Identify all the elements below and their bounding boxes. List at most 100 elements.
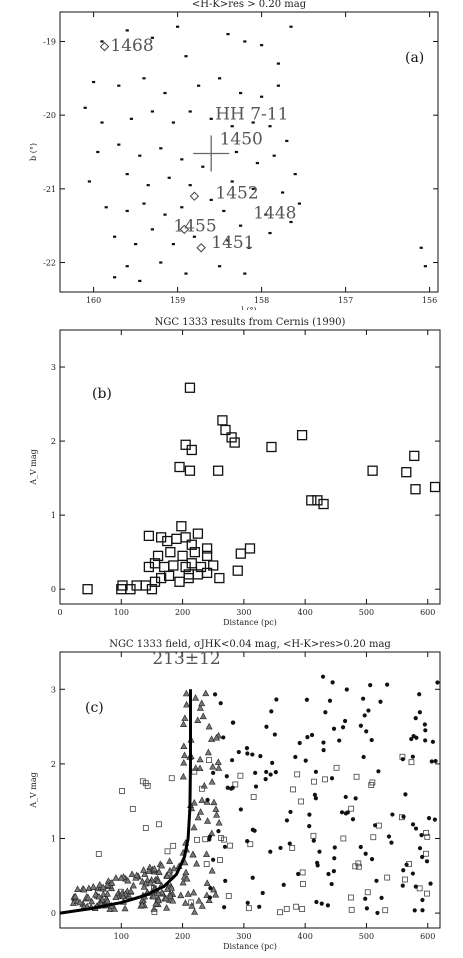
data-point — [206, 757, 212, 763]
data-point — [183, 569, 194, 580]
data-point — [310, 832, 317, 839]
annotation-label: 1448 — [253, 203, 296, 223]
data-point — [202, 836, 209, 843]
data-point — [243, 40, 247, 43]
data-point — [343, 794, 348, 800]
data-point — [163, 904, 171, 911]
data-point — [250, 752, 255, 757]
x-tick-label: 158 — [254, 296, 269, 305]
data-point — [329, 776, 335, 781]
data-point — [183, 700, 191, 708]
data-point — [229, 786, 234, 791]
y-tick-label: 0 — [51, 585, 56, 594]
data-point — [181, 714, 189, 721]
data-point — [118, 888, 124, 895]
data-point — [92, 80, 96, 84]
data-point — [100, 121, 104, 124]
data-point — [171, 121, 175, 124]
data-point — [92, 890, 100, 898]
data-point — [177, 550, 188, 562]
data-point — [213, 811, 221, 818]
data-point — [191, 908, 199, 915]
data-point — [409, 736, 414, 742]
data-point — [140, 866, 148, 873]
data-point — [163, 885, 171, 892]
data-point — [208, 735, 216, 742]
data-point — [306, 495, 317, 506]
data-point — [299, 881, 306, 887]
data-point — [244, 746, 250, 751]
plot-frame — [59, 11, 439, 293]
panel-b: NGC 1333 results from Cernis (1990) 0 100 2… — [0, 310, 463, 632]
data-point — [142, 77, 146, 80]
data-point — [401, 868, 406, 873]
x-axis-label: Distance (pc) — [223, 942, 277, 951]
data-point — [167, 884, 175, 891]
data-point — [146, 584, 158, 595]
data-point — [374, 878, 379, 883]
data-point — [319, 901, 324, 906]
data-point — [423, 738, 428, 743]
data-point — [198, 699, 206, 707]
data-point — [237, 772, 244, 779]
data-point — [339, 810, 345, 815]
data-point — [305, 735, 310, 740]
data-point — [432, 817, 437, 822]
data-point — [184, 890, 192, 897]
data-point — [255, 161, 259, 165]
chart-title: NGC 1333 field, σJHK<0.04 mag, <H-K>res>… — [109, 639, 391, 650]
data-point — [435, 680, 440, 685]
data-point — [197, 84, 201, 87]
x-tick-label: 200 — [175, 608, 190, 617]
data-point — [411, 733, 416, 739]
data-point — [184, 465, 196, 476]
data-point — [348, 805, 355, 812]
data-point — [419, 246, 423, 249]
data-point — [245, 900, 250, 905]
data-point — [297, 740, 302, 746]
x-tick-label: 0 — [57, 608, 62, 617]
data-point — [299, 869, 306, 876]
data-point — [251, 121, 255, 124]
data-point — [198, 902, 206, 909]
data-point — [410, 754, 415, 759]
panel-a: <H-K>res > 0.20 mag 160 159 158 157 156 -19 -20… — [0, 0, 463, 315]
data-point — [408, 759, 415, 766]
data-point — [162, 894, 170, 902]
data-point — [179, 878, 187, 886]
data-point — [263, 777, 268, 782]
data-point — [234, 150, 238, 154]
data-point — [212, 890, 220, 898]
data-point — [326, 871, 331, 877]
data-point — [159, 147, 163, 150]
y-tick-label: 3 — [51, 363, 56, 372]
data-point — [129, 117, 133, 120]
data-point — [217, 415, 228, 426]
data-point — [142, 825, 149, 831]
data-point — [284, 818, 290, 823]
data-point — [209, 198, 213, 201]
data-point — [207, 895, 213, 900]
data-point — [260, 890, 265, 896]
data-point — [296, 430, 308, 441]
data-point — [203, 861, 210, 867]
data-point — [277, 909, 283, 916]
y-tick-label: -21 — [43, 185, 56, 194]
data-point — [209, 117, 213, 120]
data-point — [317, 849, 322, 854]
data-point — [76, 898, 84, 906]
data-point — [283, 906, 290, 912]
data-point — [139, 778, 146, 785]
data-point — [195, 897, 203, 904]
data-point — [225, 785, 230, 790]
x-axis-label: Distance (pc) — [223, 618, 277, 627]
data-point — [138, 877, 146, 885]
data-point — [272, 154, 276, 157]
plot-frame — [59, 651, 441, 929]
annotation-label: 1468 — [110, 36, 153, 56]
data-point — [184, 382, 196, 393]
data-point — [182, 868, 190, 876]
data-point — [367, 465, 378, 476]
data-point — [385, 682, 390, 687]
data-point — [312, 495, 323, 506]
